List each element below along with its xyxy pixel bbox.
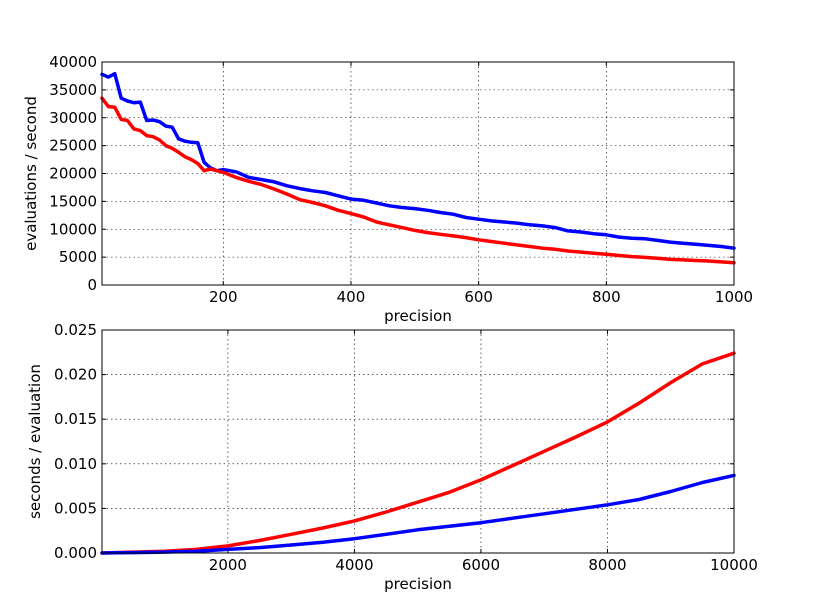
x-axis-label: precision: [384, 575, 452, 593]
y-tick-label: 20000: [49, 165, 97, 183]
y-tick-label: 0.005: [54, 499, 97, 517]
y-tick-label: 0.010: [54, 455, 97, 473]
x-tick-label: 8000: [588, 556, 626, 574]
x-axis-label: precision: [384, 307, 452, 325]
x-tick-label: 4000: [335, 556, 373, 574]
y-tick-label: 40000: [49, 53, 97, 71]
series-line-0: [100, 351, 736, 555]
series-line-1: [100, 473, 736, 555]
series-line-1: [100, 96, 736, 265]
y-tick-label: 0.020: [54, 366, 97, 384]
y-tick-label: 5000: [59, 248, 97, 266]
seconds-per-evaluation-plot: 2000 4000 6000 8000 10000 0.000 0.005 0.010 0.01…: [26, 321, 758, 593]
y-tick-label: 0.000: [54, 544, 97, 562]
x-tick-label: 600: [464, 288, 493, 306]
y-tick-label: 15000: [49, 192, 97, 210]
y-tick-label: 25000: [49, 137, 97, 155]
plot-frame: [101, 329, 735, 554]
y-tick-label: 0.025: [54, 321, 97, 339]
y-tick-label: 35000: [49, 81, 97, 99]
x-tick-label: 10000: [710, 556, 758, 574]
evaluations-per-second-plot: 200 400 600 800 1000050001000015000200002500…: [22, 53, 753, 325]
x-tick-label: 800: [592, 288, 621, 306]
y-tick-label: 30000: [49, 109, 97, 127]
y-tick-label: 10000: [49, 220, 97, 238]
y-tick-label: 0: [87, 276, 97, 294]
y-axis-label: seconds / evaluation: [26, 364, 44, 519]
y-axis-label: evaluations / second: [22, 96, 40, 251]
x-tick-label: 400: [337, 288, 366, 306]
x-tick-label: 200: [209, 288, 238, 306]
x-tick-label: 2000: [209, 556, 247, 574]
x-tick-label: 6000: [462, 556, 500, 574]
series-line-0: [100, 71, 736, 250]
x-tick-label: 1000: [715, 288, 753, 306]
y-tick-label: 0.015: [54, 410, 97, 428]
